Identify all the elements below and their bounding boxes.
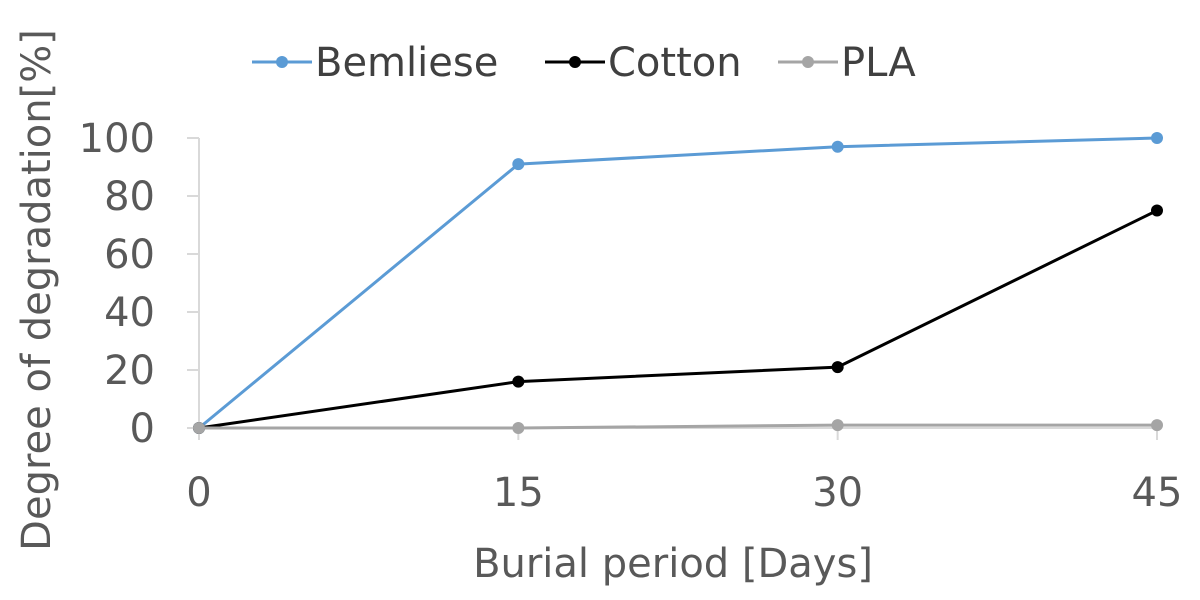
- x-tick-label: 30: [812, 470, 863, 516]
- series-line: [199, 423, 1157, 430]
- legend-marker: [276, 56, 288, 68]
- data-point: [512, 375, 525, 388]
- legend-marker: [569, 56, 581, 68]
- legend-label: PLA: [841, 40, 916, 86]
- series-line: [198, 136, 1158, 430]
- x-tick-label: 15: [493, 470, 544, 516]
- data-point: [831, 361, 844, 374]
- legend-label: Cotton: [608, 40, 742, 86]
- legend-item-pla: PLA: [778, 40, 916, 86]
- legend-marker: [802, 56, 814, 68]
- y-axis-title: Degree of degradation[%]: [14, 29, 60, 551]
- series-bemliese: [193, 132, 1163, 434]
- x-tick-label: 0: [186, 470, 211, 516]
- data-point: [1151, 419, 1163, 432]
- data-point: [1151, 204, 1163, 217]
- y-tick-label: 80: [104, 174, 155, 220]
- x-axis-title: Burial period [Days]: [473, 541, 873, 587]
- y-tick-label: 100: [79, 116, 155, 162]
- axes: 0 20 40 60 80 100 0 15 30 45: [79, 116, 1183, 516]
- y-axis-ticks: 0 20 40 60 80 100: [79, 116, 199, 452]
- data-point: [1151, 132, 1163, 144]
- x-tick-label: 45: [1132, 470, 1183, 516]
- y-tick-label: 40: [104, 290, 155, 336]
- y-tick-label: 0: [130, 406, 155, 452]
- y-tick-label: 60: [104, 232, 155, 278]
- x-axis-ticks: 0 15 30 45: [186, 428, 1182, 516]
- series-cotton: [193, 204, 1163, 434]
- legend-label: Bemliese: [315, 40, 498, 86]
- data-point: [512, 422, 525, 434]
- series-group: [193, 132, 1163, 434]
- y-tick-label: 20: [104, 348, 155, 394]
- series-line: [198, 209, 1158, 430]
- data-point: [831, 140, 844, 153]
- data-point: [193, 422, 205, 434]
- legend: Bemliese Cotton PLA: [252, 40, 916, 86]
- series-pla: [193, 419, 1163, 434]
- legend-item-bemliese: Bemliese: [252, 40, 498, 86]
- data-point: [831, 419, 844, 432]
- data-point: [512, 158, 525, 171]
- legend-item-cotton: Cotton: [545, 40, 742, 86]
